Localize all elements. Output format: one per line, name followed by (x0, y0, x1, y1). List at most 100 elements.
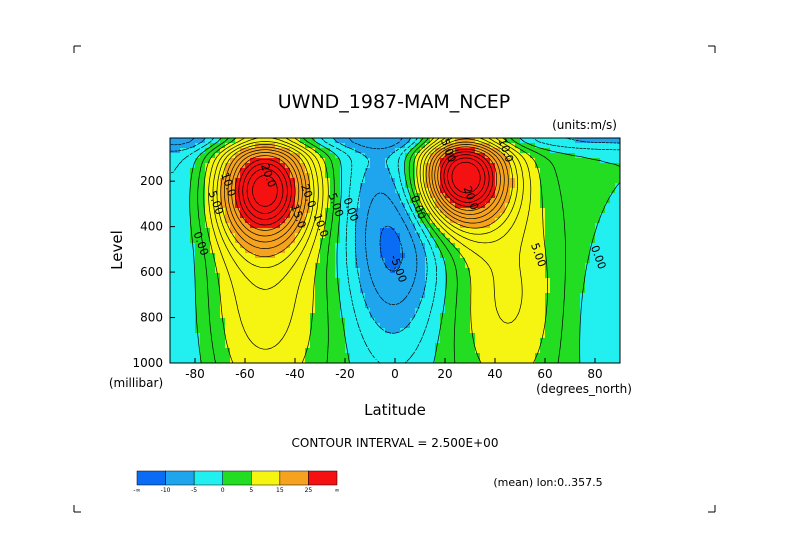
contour-cell (360, 233, 366, 239)
contour-cell (605, 348, 611, 354)
contour-cell (400, 328, 406, 334)
contour-cell (410, 288, 416, 294)
contour-cell (560, 273, 566, 279)
contour-cell (285, 223, 291, 229)
contour-cell (440, 258, 446, 264)
contour-cell (235, 273, 241, 279)
contour-cell (455, 308, 461, 314)
contour-cell (310, 233, 316, 239)
contour-cell (175, 138, 181, 144)
contour-cell (545, 233, 551, 239)
contour-cell (345, 263, 351, 269)
contour-cell (425, 283, 431, 289)
contour-cell (515, 168, 521, 174)
contour-cell (200, 253, 206, 259)
contour-cell (350, 178, 356, 184)
contour-cell (525, 243, 531, 249)
contour-cell (360, 283, 366, 289)
contour-cell (345, 178, 351, 184)
colorbar-swatch (251, 470, 281, 486)
contour-cell (585, 318, 591, 324)
contour-cell (250, 353, 256, 359)
contour-cell (240, 313, 246, 319)
contour-cell (445, 188, 451, 194)
contour-cell (475, 208, 481, 214)
contour-cell (370, 183, 376, 189)
contour-cell (215, 188, 221, 194)
contour-cell (390, 278, 396, 284)
contour-cell (550, 308, 556, 314)
contour-cell (315, 318, 321, 324)
contour-cell (525, 148, 531, 154)
contour-cell (565, 223, 571, 229)
contour-cell (530, 168, 536, 174)
contour-cell (600, 153, 606, 159)
contour-cell (590, 258, 596, 264)
contour-cell (465, 288, 471, 294)
contour-cell (180, 268, 186, 274)
contour-cell (175, 243, 181, 249)
contour-cell (440, 333, 446, 339)
contour-cell (600, 303, 606, 309)
contour-cell (565, 313, 571, 319)
contour-cell (515, 343, 521, 349)
x-tick-label: 20 (437, 367, 452, 381)
contour-cell (530, 298, 536, 304)
contour-cell (400, 193, 406, 199)
contour-cell (175, 303, 181, 309)
contour-cell (275, 198, 281, 204)
contour-cell (535, 318, 541, 324)
contour-cell (360, 323, 366, 329)
contour-cell (190, 338, 196, 344)
contour-cell (530, 283, 536, 289)
contour-cell (450, 238, 456, 244)
contour-cell (330, 143, 336, 149)
contour-cell (570, 193, 576, 199)
contour-cell (240, 138, 246, 144)
contour-cell (465, 338, 471, 344)
contour-cell (180, 308, 186, 314)
contour-cell (480, 163, 486, 169)
contour-cell (375, 348, 381, 354)
contour-cell (505, 193, 511, 199)
contour-cell (430, 323, 436, 329)
contour-cell (590, 228, 596, 234)
contour-cell (410, 248, 416, 254)
contour-line (197, 137, 566, 364)
contour-cell (360, 313, 366, 319)
contour-cell (285, 258, 291, 264)
contour-cell (540, 348, 546, 354)
contour-cell (450, 323, 456, 329)
contour-cell (235, 233, 241, 239)
contour-cell (530, 303, 536, 309)
contour-cell (490, 243, 496, 249)
contour-cell (375, 343, 381, 349)
contour-cell (460, 318, 466, 324)
contour-cell (285, 213, 291, 219)
contour-cell (240, 193, 246, 199)
contour-cell (415, 243, 421, 249)
contour-cell (350, 148, 356, 154)
contour-cell (585, 168, 591, 174)
contour-cell (295, 318, 301, 324)
contour-cell (590, 158, 596, 164)
contour-cell (220, 198, 226, 204)
contour-cell (375, 158, 381, 164)
contour-cell (250, 168, 256, 174)
contour-cell (535, 168, 541, 174)
contour-cell (575, 213, 581, 219)
contour-cell (270, 318, 276, 324)
contour-line (169, 137, 621, 364)
contour-cell (465, 178, 471, 184)
contour-cell (585, 268, 591, 274)
contour-cell (475, 198, 481, 204)
contour-cell (215, 348, 221, 354)
contour-cell (610, 248, 616, 254)
contour-cell (525, 193, 531, 199)
contour-cell (290, 253, 296, 259)
contour-cell (340, 223, 346, 229)
contour-cell (300, 203, 306, 209)
contour-cell (615, 348, 621, 354)
contour-cell (445, 243, 451, 249)
contour-cell (485, 323, 491, 329)
